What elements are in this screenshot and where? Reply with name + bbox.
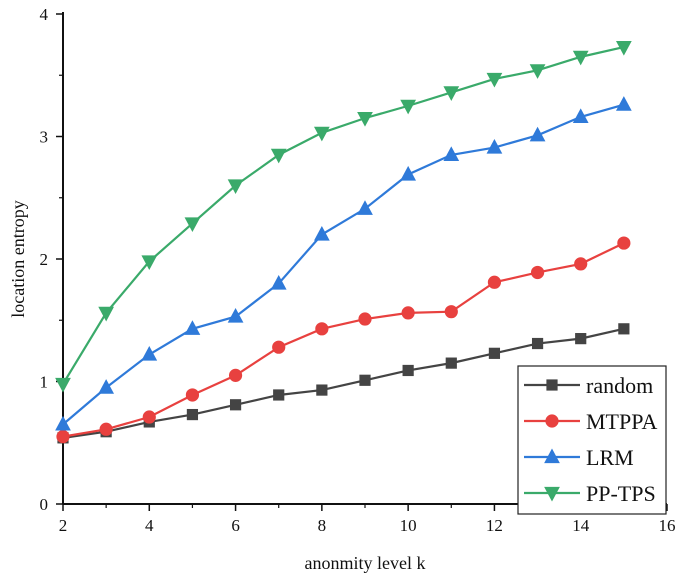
data-point — [357, 112, 373, 127]
x-tick-label: 8 — [318, 516, 327, 535]
data-point — [486, 138, 503, 154]
data-point — [55, 377, 71, 393]
data-point — [443, 146, 460, 161]
series-mtppa — [56, 236, 631, 444]
data-point — [572, 50, 589, 66]
series-pp-tps — [55, 40, 632, 393]
data-point — [402, 364, 414, 377]
data-point — [228, 368, 243, 382]
data-point — [615, 40, 632, 56]
data-point — [443, 86, 460, 101]
legend-label: MTPPA — [586, 409, 657, 434]
data-point — [313, 126, 330, 142]
data-point — [486, 72, 503, 88]
data-point — [141, 346, 158, 361]
data-point — [98, 379, 115, 394]
data-point — [531, 337, 544, 350]
legend-label: random — [586, 373, 653, 398]
y-axis-title: location entropy — [8, 200, 28, 317]
data-point — [227, 308, 244, 323]
data-point — [618, 323, 630, 335]
legend-item: random — [524, 373, 653, 398]
data-point — [359, 374, 371, 386]
legend-label: PP-TPS — [586, 481, 656, 506]
data-point — [273, 389, 285, 401]
x-axis-title: anonmity level k — [305, 553, 426, 573]
data-point — [184, 217, 201, 233]
data-point — [270, 274, 287, 290]
legend-item: PP-TPS — [524, 481, 656, 506]
legend-item: MTPPA — [524, 409, 657, 434]
data-point — [444, 305, 458, 319]
x-tick-label: 6 — [231, 516, 240, 535]
x-tick-label: 10 — [400, 516, 417, 535]
series-line — [62, 103, 625, 426]
series-group — [55, 40, 632, 444]
data-point — [99, 422, 113, 436]
legend-marker — [544, 486, 560, 502]
data-point — [316, 384, 328, 396]
data-point — [529, 126, 546, 142]
series-line — [62, 327, 625, 439]
data-point — [98, 306, 115, 322]
data-point — [272, 340, 286, 354]
data-point — [56, 430, 70, 444]
data-point — [142, 410, 156, 424]
data-point — [530, 265, 545, 280]
data-point — [401, 306, 415, 320]
data-point — [313, 225, 330, 241]
data-point — [572, 108, 589, 123]
data-point — [357, 200, 373, 215]
x-tick-label: 12 — [486, 516, 503, 535]
data-point — [400, 99, 417, 115]
data-point — [184, 320, 201, 335]
data-point — [229, 399, 242, 411]
legend-marker — [545, 414, 559, 428]
y-tick-label: 3 — [40, 128, 49, 147]
legend-item: LRM — [524, 445, 634, 470]
data-point — [617, 236, 631, 250]
y-tick-label: 4 — [40, 5, 49, 24]
legend: random MTPPA LRM PP-TPS — [517, 365, 667, 515]
y-tick-label: 1 — [40, 373, 49, 392]
data-point — [615, 96, 632, 111]
data-point — [141, 255, 158, 270]
y-tick-label: 2 — [40, 250, 49, 269]
data-point — [445, 357, 457, 369]
data-point — [270, 148, 287, 164]
series-line — [62, 46, 625, 385]
data-point — [529, 64, 546, 79]
data-point — [400, 165, 417, 181]
series-line — [62, 242, 625, 438]
y-tick-label: 0 — [40, 495, 49, 514]
x-tick-label: 14 — [572, 516, 590, 535]
data-point — [487, 275, 502, 289]
x-tick-label: 16 — [659, 516, 676, 535]
legend-marker — [546, 379, 558, 391]
data-point — [186, 408, 199, 421]
x-tick-label: 4 — [145, 516, 154, 535]
legend-label: LRM — [586, 445, 634, 470]
legend-marker — [544, 448, 560, 464]
legend-box — [517, 365, 667, 515]
data-point — [55, 415, 71, 431]
data-point — [227, 179, 244, 195]
data-point — [574, 257, 588, 271]
series-lrm — [55, 96, 632, 431]
data-point — [575, 333, 587, 345]
data-point — [358, 312, 372, 326]
data-point — [488, 347, 501, 359]
data-point — [185, 388, 200, 402]
x-tick-label: 2 — [59, 516, 68, 535]
data-point — [315, 322, 329, 336]
